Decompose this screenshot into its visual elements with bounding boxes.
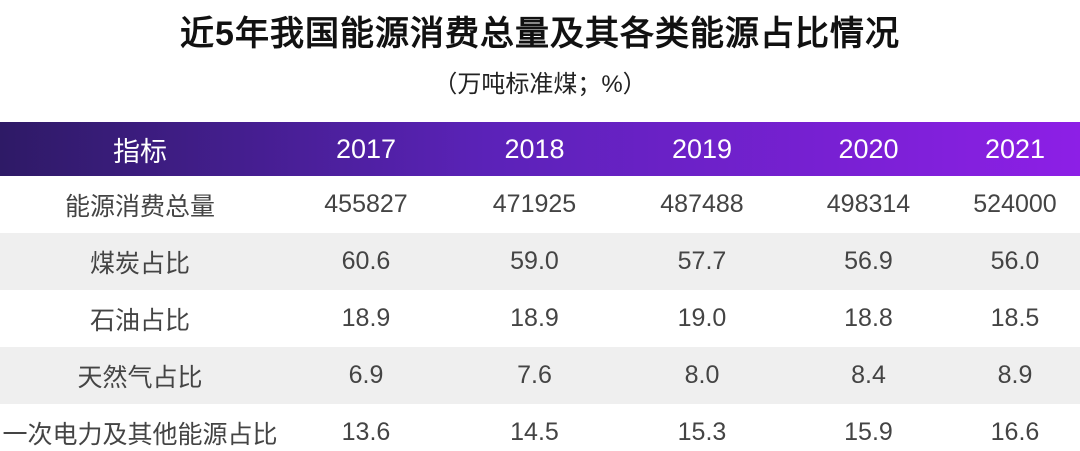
table-row: 天然气占比 6.9 7.6 8.0 8.4 8.9 bbox=[0, 347, 1080, 404]
row-label: 天然气占比 bbox=[77, 363, 203, 392]
cell: 56.0 bbox=[990, 247, 1040, 275]
row-label: 石油占比 bbox=[89, 306, 190, 335]
cell: 15.3 bbox=[677, 418, 727, 446]
cell: 19.0 bbox=[677, 304, 727, 332]
cell: 487488 bbox=[660, 190, 744, 218]
column-header: 2018 bbox=[504, 133, 565, 164]
cell: 455827 bbox=[324, 190, 408, 218]
title: 近5年我国能源消费总量及其各类能源占比情况 bbox=[180, 15, 900, 53]
cell: 14.5 bbox=[510, 418, 559, 446]
cell: 18.8 bbox=[844, 304, 893, 332]
table-row: 煤炭占比 60.6 59.0 57.7 56.9 56.0 bbox=[0, 233, 1080, 290]
row-label: 能源消费总量 bbox=[64, 192, 215, 221]
cell: 60.6 bbox=[341, 247, 391, 275]
cell: 18.5 bbox=[990, 304, 1040, 332]
subtitle: （万吨标准煤；%） bbox=[433, 71, 647, 98]
cell: 18.9 bbox=[341, 304, 391, 332]
cell: 13.6 bbox=[341, 418, 391, 446]
cell: 471925 bbox=[492, 190, 577, 218]
cell: 8.0 bbox=[684, 361, 720, 389]
cell: 8.4 bbox=[851, 361, 886, 389]
row-label: 一次电力及其他能源占比 bbox=[2, 420, 278, 449]
cell: 6.9 bbox=[348, 361, 384, 389]
column-header: 2020 bbox=[838, 133, 899, 164]
cell: 7.6 bbox=[517, 361, 552, 389]
header-row: 指标 2017 2018 2019 2020 2021 bbox=[0, 122, 1080, 176]
cell: 8.9 bbox=[997, 361, 1033, 389]
column-header: 2019 bbox=[671, 133, 733, 164]
cell: 524000 bbox=[973, 190, 1057, 218]
cell: 498314 bbox=[826, 190, 911, 218]
column-header: 2017 bbox=[335, 133, 397, 164]
row-label: 煤炭占比 bbox=[89, 249, 190, 278]
table-row: 一次电力及其他能源占比 13.6 14.5 15.3 15.9 16.6 bbox=[0, 404, 1080, 451]
table-row: 能源消费总量 455827 471925 487488 498314 524000 bbox=[0, 176, 1080, 233]
cell: 57.7 bbox=[677, 247, 727, 275]
cell: 15.9 bbox=[844, 418, 893, 446]
column-header: 指标 bbox=[113, 136, 167, 167]
cell: 59.0 bbox=[510, 247, 559, 275]
cell: 56.9 bbox=[844, 247, 893, 275]
cell: 18.9 bbox=[510, 304, 559, 332]
table: 指标 2017 2018 2019 2020 2021 能源消费总量 455827 47192… bbox=[0, 122, 1080, 451]
column-header: 2021 bbox=[984, 133, 1046, 164]
cell: 16.6 bbox=[990, 418, 1040, 446]
table-row: 石油占比 18.9 18.9 19.0 18.8 18.5 bbox=[0, 290, 1080, 347]
